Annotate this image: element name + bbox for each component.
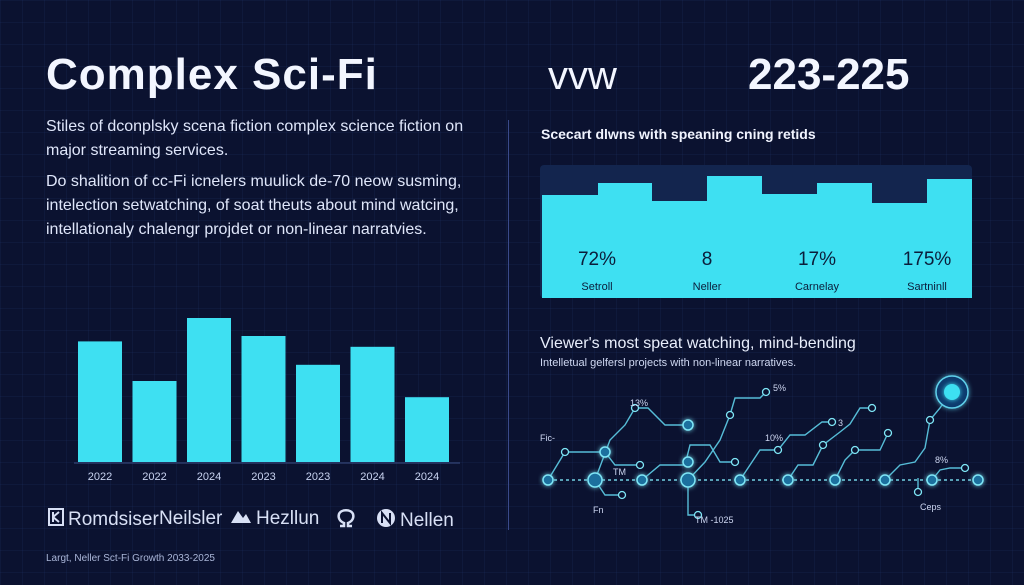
- stat-label: Neller: [692, 281, 722, 293]
- brand-name: Nellen: [400, 510, 454, 532]
- network-label: 10%: [765, 433, 783, 443]
- bar: [132, 381, 177, 462]
- stat-value: 17%: [797, 249, 837, 270]
- intro-paragraph-1: Stiles of dconplsky scena fiction comple…: [46, 118, 464, 159]
- omega-logo-icon: [335, 508, 357, 534]
- network-node: [693, 510, 703, 520]
- network-label: 5%: [773, 383, 786, 393]
- network-node: [599, 446, 611, 458]
- network-node: [682, 419, 694, 431]
- network-node: [850, 445, 860, 455]
- stat-value: 175%: [902, 249, 952, 270]
- bar: [405, 397, 449, 462]
- network-label: Fic-: [540, 433, 555, 443]
- network-node: [636, 474, 648, 486]
- stat-label: Setroll: [581, 281, 613, 293]
- x-tick-label: 2022: [142, 471, 166, 483]
- bar: [187, 318, 231, 462]
- stat-value: 72%: [577, 249, 617, 270]
- network-node: [560, 447, 570, 457]
- network-title: Viewer's most speat watching, mind-bendi…: [540, 335, 856, 352]
- mountain-logo-icon: [230, 508, 252, 530]
- bar: [241, 336, 286, 462]
- network-node: [782, 474, 794, 486]
- footer-caption: Largt, Neller Sct-Fi Growth 2033-2025: [46, 553, 215, 564]
- brand-neilsler: Neilsler: [159, 508, 222, 530]
- x-tick-label: 2024: [197, 471, 221, 483]
- network-node: [925, 415, 935, 425]
- brand-hezllun: Hezllun: [230, 508, 319, 530]
- network-label: TM: [613, 467, 626, 477]
- stat-card: 72% Setroll: [542, 179, 652, 298]
- network-subtitle: Intelletual gelfersl projects with non-l…: [540, 357, 797, 369]
- bar-chart: 2022 2022 2024 2023 2023 2024 2024: [74, 318, 460, 483]
- network-label: Fn: [593, 505, 604, 515]
- network-node: [635, 460, 645, 470]
- network-node: [587, 472, 603, 488]
- network-node: [818, 440, 828, 450]
- network-node: [682, 456, 694, 468]
- network-diagram: Fic- 13% 5% 3 10% 8% Fn TM Ceps TM -1025: [540, 375, 984, 525]
- network-node: [730, 457, 740, 467]
- network-node: [680, 472, 696, 488]
- network-node: [734, 474, 746, 486]
- network-node: [960, 463, 970, 473]
- network-node: [879, 474, 891, 486]
- network-node: [827, 417, 837, 427]
- title-years: 223-225: [748, 50, 910, 99]
- network-label: 8%: [935, 455, 948, 465]
- brand-name: Hezllun: [256, 508, 320, 530]
- brand-nellen: Nellen: [376, 508, 454, 534]
- stat-panel-heading: Scecart dlwns with speaning cning retids: [541, 126, 816, 142]
- network-node: [883, 428, 893, 438]
- n-circle-logo-icon: [376, 508, 396, 534]
- stat-panel: 72% Setroll 8 Neller 17% Carnelay 175% S…: [540, 165, 972, 298]
- network-label: 13%: [630, 398, 648, 408]
- page-title: Complex Sci-Fi: [46, 50, 378, 99]
- network-hub-icon: [935, 375, 969, 409]
- stat-label: Sartninll: [907, 281, 947, 293]
- stat-card: 175% Sartninll: [872, 179, 982, 298]
- network-node: [972, 474, 984, 486]
- brand-name: Neilsler: [159, 508, 223, 529]
- intro-paragraph-2: Do shalition of cc-Fi icnelers muulick d…: [46, 173, 462, 238]
- network-label: Ceps: [920, 502, 942, 512]
- network-label: 3: [838, 418, 843, 428]
- network-node: [867, 403, 877, 413]
- network-node: [913, 487, 923, 497]
- k-logo-icon: [48, 508, 64, 532]
- x-tick-label: 2024: [415, 471, 439, 483]
- network-node: [829, 474, 841, 486]
- network-node: [542, 474, 554, 486]
- network-label: TM -1025: [695, 515, 734, 525]
- bar: [296, 364, 340, 462]
- x-tick-label: 2023: [251, 471, 275, 483]
- network-node: [725, 410, 735, 420]
- brand-romdsiser: Romdsiser: [48, 508, 159, 532]
- network-node: [926, 474, 938, 486]
- brand-name: Romdsiser: [68, 509, 159, 531]
- brand-omega: [335, 508, 361, 534]
- x-tick-label: 2024: [360, 471, 384, 483]
- network-node: [630, 403, 640, 413]
- network-node: [761, 387, 771, 397]
- stat-value: 8: [701, 249, 713, 270]
- x-tick-label: 2022: [88, 471, 112, 483]
- network-node: [773, 445, 783, 455]
- title-mid-text: vvw: [548, 54, 617, 98]
- stat-card: 17% Carnelay: [762, 179, 872, 298]
- x-tick-label: 2023: [306, 471, 330, 483]
- bar: [78, 341, 122, 462]
- divider: [508, 120, 509, 530]
- bar: [350, 346, 395, 462]
- stat-card: 8 Neller: [652, 176, 762, 298]
- network-nodes: [542, 387, 984, 520]
- network-node: [617, 490, 627, 500]
- network-links: [547, 389, 978, 516]
- stat-label: Carnelay: [794, 281, 840, 293]
